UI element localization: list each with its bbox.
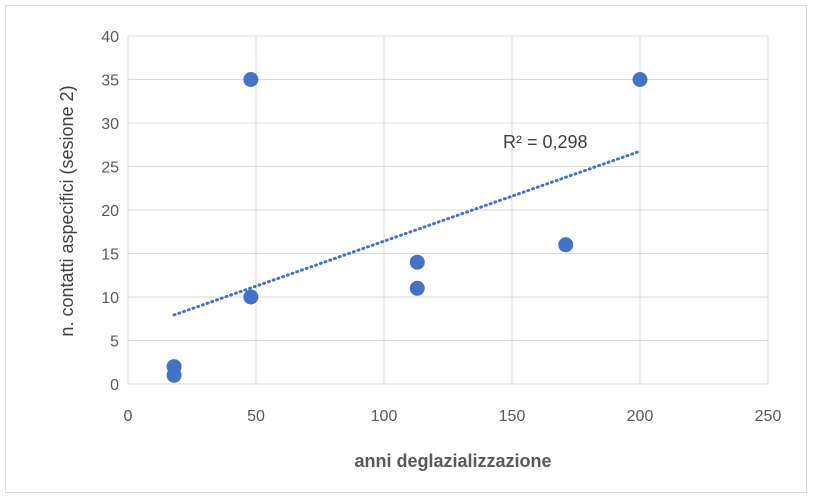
y-tick-label: 35 [101,73,119,90]
trendline [172,149,642,317]
r-squared-label: R² = 0,298 [503,132,588,152]
chart-area [5,5,807,493]
y-tick-label: 25 [101,160,119,177]
data-point [243,72,259,87]
data-point [243,289,259,305]
data-point [409,254,425,270]
y-tick-label: 20 [101,203,119,220]
y-tick-label: 15 [101,247,119,264]
x-tick-label: 200 [627,408,654,425]
y-tick-label: 5 [110,334,119,351]
y-tick-label: 40 [101,29,119,46]
x-axis-title: anni deglazializzazione [354,451,551,471]
x-tick-label: 100 [371,408,398,425]
trendline-line [172,149,642,317]
data-point [558,237,574,253]
x-tick-label: 250 [755,408,782,425]
data-point [166,359,182,375]
y-tick-label: 0 [110,377,119,394]
y-tick-label: 30 [101,116,119,133]
axes [127,36,768,385]
data-point [409,280,425,296]
y-tick-label: 10 [101,290,119,307]
y-axis-title: n. contatti aspecifici (sesione 2) [57,85,77,336]
gridlines [128,35,769,384]
x-tick-label: 150 [499,408,526,425]
data-points [166,72,648,383]
x-tick-labels: 0 50 100 150 200 250 [124,408,782,425]
x-tick-label: 0 [124,408,133,425]
x-tick-label: 50 [247,408,265,425]
data-point [632,72,648,87]
y-tick-labels: 0 5 10 15 20 25 30 35 40 [101,29,119,394]
